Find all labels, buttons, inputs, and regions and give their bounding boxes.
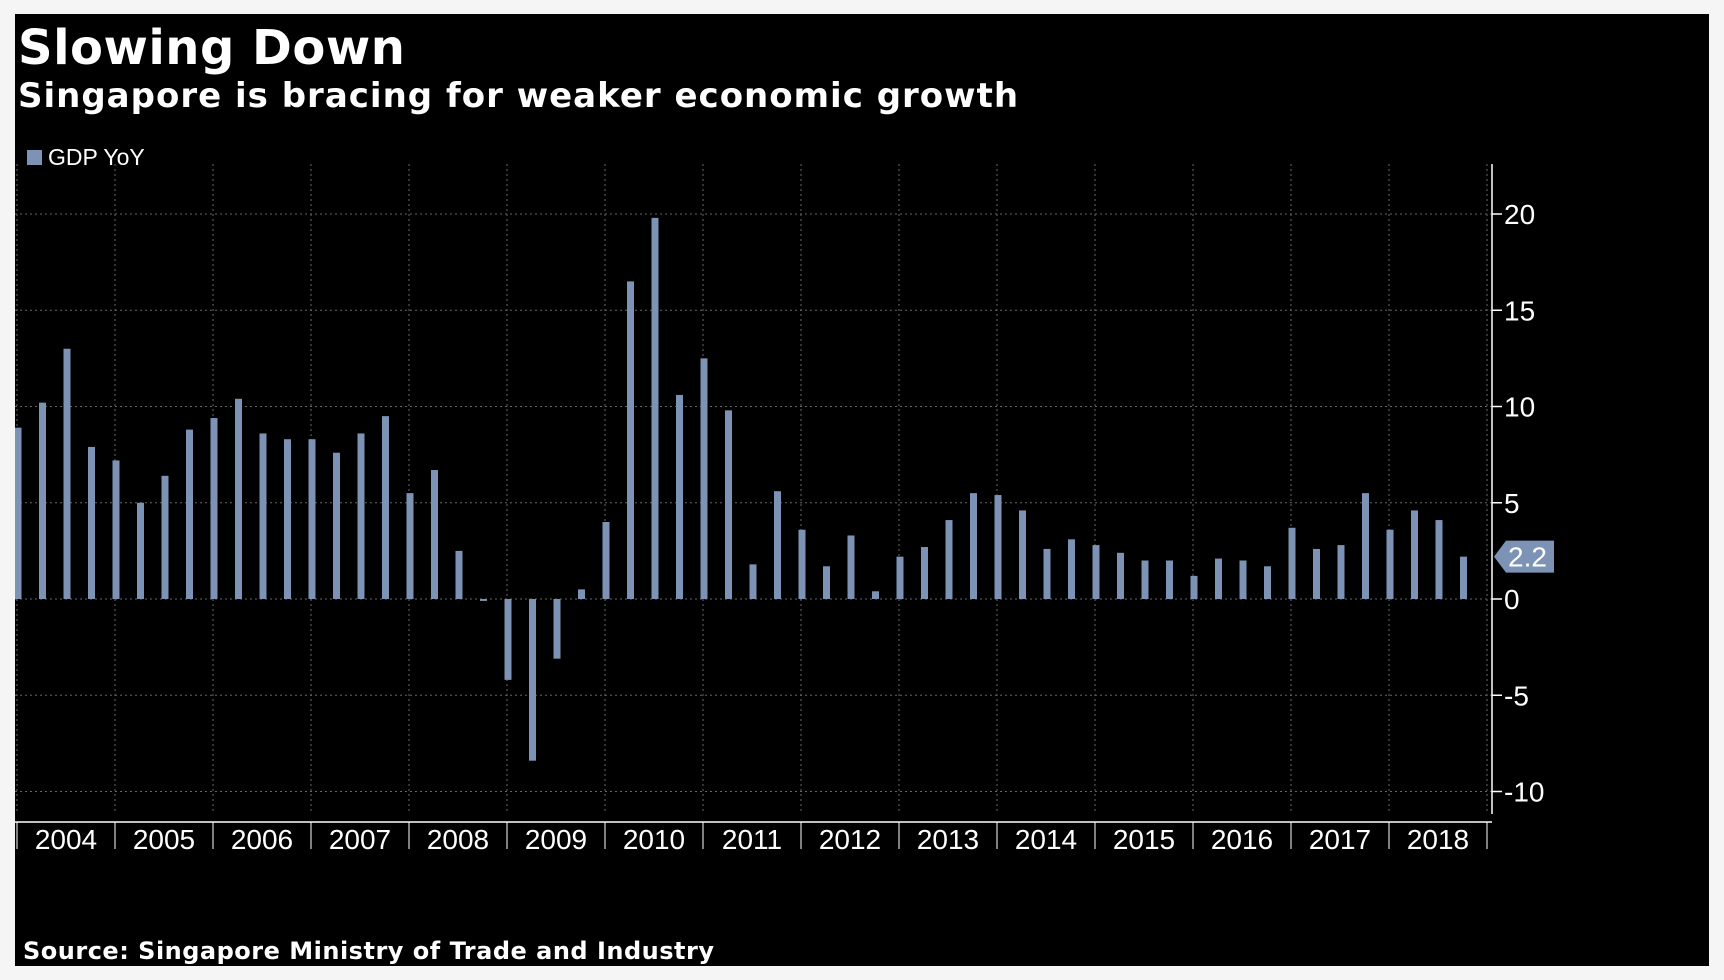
- bar-2017-q4: [1362, 493, 1369, 599]
- bar-2005-q1: [112, 460, 120, 599]
- bar-2007-q1: [308, 439, 316, 599]
- x-tick-label: 2012: [819, 824, 881, 855]
- x-tick-label: 2008: [427, 824, 489, 855]
- bar-2014-q3: [1043, 548, 1051, 599]
- y-tick-label: 15: [1504, 295, 1535, 326]
- x-tick-label: 2006: [231, 824, 293, 855]
- bar-2012-q3: [847, 535, 855, 599]
- legend-swatch: [27, 150, 42, 165]
- y-tick-label: 20: [1504, 199, 1535, 230]
- x-tick-label: 2011: [722, 824, 782, 855]
- bar-2008-q4: [480, 599, 487, 601]
- bar-2006-q4: [284, 439, 291, 599]
- bar-2011-q2: [725, 410, 732, 599]
- bar-2018-q4: [1460, 556, 1467, 599]
- x-tick-label: 2010: [623, 824, 685, 855]
- bar-2004-q2: [39, 402, 46, 599]
- bar-2011-q1: [700, 358, 708, 599]
- bar-2008-q3: [455, 550, 463, 599]
- bar-2016-q4: [1264, 566, 1271, 599]
- x-tick-label: 2005: [133, 824, 195, 855]
- bar-2006-q3: [259, 433, 267, 599]
- chart-subtitle: Singapore is bracing for weaker economic…: [18, 76, 1020, 116]
- y-tick-label: 0: [1504, 584, 1520, 615]
- x-tick-label: 2017: [1309, 824, 1371, 855]
- bar-2011-q4: [774, 491, 781, 599]
- bar-2014-q1: [994, 495, 1002, 599]
- bar-2007-q4: [382, 416, 389, 599]
- bar-2013-q3: [945, 520, 953, 599]
- bar-2014-q2: [1019, 510, 1026, 599]
- y-tick-label: 5: [1504, 488, 1520, 519]
- bar-2017-q3: [1337, 545, 1345, 599]
- legend: GDP YoY: [27, 144, 145, 171]
- bar-2007-q2: [333, 452, 340, 599]
- bar-chart: -10 -5 0 5 10 15 20 2.2 2004 2005 2006 2007 2008 2009…: [15, 164, 1554, 855]
- bar-2014-q4: [1068, 539, 1075, 599]
- bar-2005-q4: [186, 429, 193, 599]
- chart-title: Slowing Down: [18, 20, 406, 76]
- bar-2012-q2: [823, 566, 830, 599]
- legend-label: GDP YoY: [48, 144, 145, 170]
- bar-2016-q1: [1190, 575, 1198, 599]
- bar-2018-q2: [1411, 510, 1418, 599]
- bar-2005-q2: [137, 502, 144, 599]
- last-value-tag: [1494, 540, 1554, 573]
- bar-2017-q2: [1313, 548, 1320, 599]
- x-tick-label: 2015: [1113, 824, 1175, 855]
- bar-2013-q1: [896, 556, 904, 599]
- bar-2006-q2: [235, 398, 242, 599]
- bar-2008-q2: [431, 470, 438, 599]
- x-tick-label: 2009: [525, 824, 587, 855]
- x-tick-label: 2007: [329, 824, 391, 855]
- bar-2016-q2: [1215, 558, 1222, 599]
- y-tick-label: 10: [1504, 392, 1535, 423]
- bar-2015-q4: [1166, 560, 1173, 599]
- bar-2009-q3: [553, 599, 561, 659]
- bar-2015-q3: [1141, 560, 1149, 599]
- bar-2004-q3: [63, 348, 71, 599]
- x-tick-label: 2018: [1407, 824, 1469, 855]
- bar-2017-q1: [1288, 527, 1296, 599]
- x-tick-label: 2013: [917, 824, 979, 855]
- bar-2012-q1: [798, 529, 806, 599]
- bar-2010-q4: [676, 394, 683, 599]
- bar-2004-q1: [15, 427, 22, 599]
- y-tick-label: -5: [1504, 680, 1529, 711]
- bar-2009-q2: [529, 599, 536, 761]
- bar-2010-q3: [651, 217, 659, 599]
- x-tick-label: 2004: [35, 824, 97, 855]
- bar-2010-q2: [627, 281, 634, 599]
- bar-2009-q1: [504, 599, 512, 680]
- bar-2015-q1: [1092, 545, 1100, 599]
- x-tick-label: 2016: [1211, 824, 1273, 855]
- bar-2007-q3: [357, 433, 365, 599]
- bar-2005-q3: [161, 475, 169, 599]
- bar-2008-q1: [406, 493, 414, 599]
- bar-2013-q2: [921, 547, 928, 599]
- bar-2012-q4: [872, 591, 879, 599]
- bar-2018-q1: [1386, 529, 1394, 599]
- source-note: Source: Singapore Ministry of Trade and …: [23, 937, 715, 965]
- bar-2011-q3: [749, 564, 757, 599]
- bar-2010-q1: [602, 522, 610, 599]
- chart-frame: Slowing Down Singapore is bracing for we…: [15, 14, 1709, 966]
- bar-2015-q2: [1117, 552, 1124, 599]
- y-tick-label: -10: [1504, 777, 1544, 808]
- bar-2013-q4: [970, 493, 977, 599]
- bar-2006-q1: [210, 418, 218, 599]
- bar-2018-q3: [1435, 520, 1443, 599]
- bar-2004-q4: [88, 446, 95, 599]
- bar-2016-q3: [1239, 560, 1247, 599]
- bar-2009-q4: [578, 589, 585, 599]
- x-tick-label: 2014: [1015, 824, 1077, 855]
- last-value-label: 2.2: [1508, 542, 1547, 573]
